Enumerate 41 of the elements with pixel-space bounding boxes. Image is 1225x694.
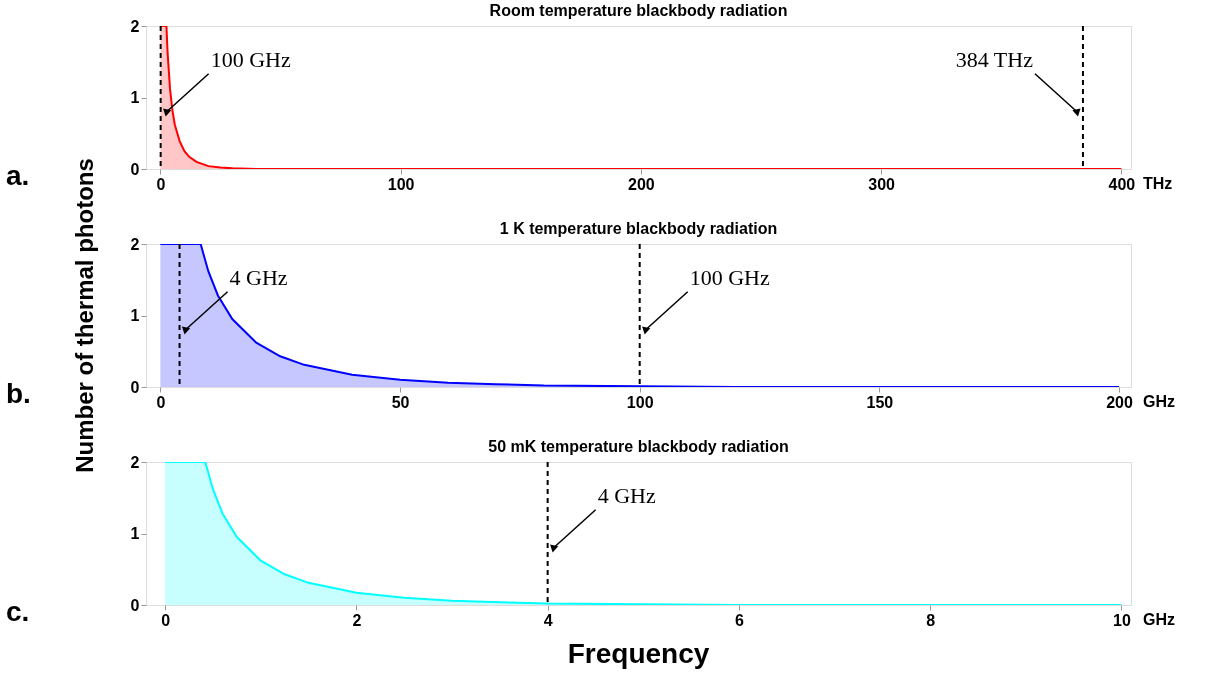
x-tick-label: 200	[628, 175, 655, 193]
y-tick-label: 0	[130, 378, 140, 396]
x-tick-label: 150	[866, 393, 894, 411]
y-tick-label: 2	[130, 453, 140, 471]
x-axis-title: GHz	[1143, 611, 1175, 628]
text: Frequency	[567, 638, 710, 669]
x-tick-label: 4	[543, 611, 553, 629]
y-tick-label: 1	[130, 89, 140, 106]
x-tick-label: 50	[391, 393, 410, 411]
chart-title: 1 K temperature blackbody radiation	[499, 220, 778, 237]
x-tick-label: 0	[156, 175, 166, 193]
text: c.	[6, 596, 30, 627]
ref-line-label: 4 GHz	[597, 482, 656, 508]
y-tick-label: 1	[130, 307, 140, 324]
y-tick-label: 2	[130, 235, 140, 253]
x-tick-label: 400	[1108, 175, 1136, 193]
y-tick-label: 0	[130, 596, 140, 614]
text: b.	[6, 378, 31, 409]
x-tick-label: 2	[352, 611, 362, 629]
x-tick-label: 0	[156, 393, 166, 411]
ref-line-label: 4 GHz	[229, 264, 288, 290]
x-tick-label: 100	[387, 175, 415, 193]
x-tick-label: 10	[1113, 611, 1131, 629]
x-tick-label: 100	[626, 393, 654, 411]
x-axis-title: GHz	[1143, 393, 1175, 410]
y-tick-label: 0	[130, 160, 140, 178]
chart-title: Room temperature blackbody radiation	[489, 2, 788, 19]
chart-title: 50 mK temperature blackbody radiation	[488, 438, 789, 455]
x-tick-label: 6	[734, 611, 744, 629]
text: a.	[6, 160, 30, 191]
y-tick-label: 1	[130, 525, 140, 542]
ref-line-label: 100 GHz	[210, 46, 291, 72]
x-tick-label: 8	[926, 611, 936, 629]
ref-line-label: 100 GHz	[689, 264, 770, 290]
y-tick-label: 2	[130, 17, 140, 35]
ref-line-label: 384 THz	[955, 46, 1034, 72]
x-tick-label: 0	[161, 611, 171, 629]
x-axis-title: THz	[1143, 175, 1173, 192]
y-axis-title: Number of thermal photons	[71, 158, 98, 473]
x-tick-label: 300	[868, 175, 896, 193]
x-tick-label: 200	[1106, 393, 1133, 411]
